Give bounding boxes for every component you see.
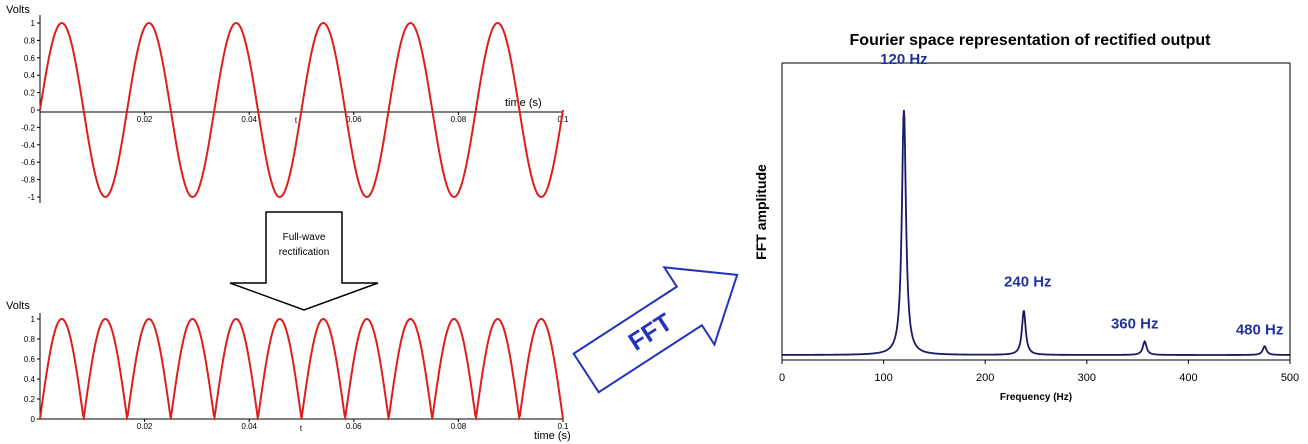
sine-x-tick-label: 0.1: [557, 115, 569, 124]
fft-y-axis-label: FFT amplitude: [753, 164, 769, 260]
fft-x-tick-label: 400: [1179, 372, 1197, 384]
rectified-y-ticks: 1 0.8 0.6 0.4 0.2 0: [24, 315, 40, 424]
fft-x-tick-label: 300: [1078, 372, 1096, 384]
fft-chart-title: Fourier space representation of rectifie…: [850, 32, 1212, 49]
rectified-y-tick-label: 0.8: [24, 335, 36, 344]
sine-x-tick-label: 0.02: [137, 115, 153, 124]
sine-y-tick-label: -0.4: [21, 141, 35, 150]
sine-plot: Volts time (s) 1 0.8 0.6 0.4 0.2 0 -0.2 -0.4 -0.…: [6, 4, 569, 203]
fft-peak-label: 480 Hz: [1236, 321, 1284, 338]
sine-y-tick-label: -0.6: [21, 158, 35, 167]
rectified-stray-t-label: t: [300, 424, 303, 433]
sine-y-tick-label: 0.6: [24, 54, 36, 63]
rectified-x-tick-label: 0.08: [451, 422, 467, 431]
rectified-x-axis-label: time (s): [534, 430, 571, 442]
rectified-y-tick-label: 1: [31, 315, 36, 324]
sine-y-tick-label: 0.4: [24, 71, 36, 80]
sine-y-tick-label: 0.2: [24, 89, 36, 98]
sine-y-ticks: 1 0.8 0.6 0.4 0.2 0 -0.2 -0.4 -0.6 -0.8 -1: [21, 19, 40, 202]
rectified-waveform-line: [39, 317, 564, 422]
rectified-y-tick-label: 0.2: [24, 395, 36, 404]
fft-peak-label: 240 Hz: [1004, 273, 1052, 290]
sine-y-tick-label: -0.2: [21, 123, 35, 132]
sine-x-tick-label: 0.08: [451, 115, 467, 124]
fft-peak-label: 120 Hz: [880, 51, 928, 68]
fft-x-tick-label: 0: [779, 372, 785, 384]
fft-x-tick-label: 100: [874, 372, 892, 384]
fft-x-axis-label: Frequency (Hz): [1000, 392, 1072, 403]
sine-y-tick-label: 1: [31, 19, 36, 28]
rectified-x-ticks: 0.02 0.04 0.06 0.08 0.1: [137, 419, 569, 431]
fft-peak-labels: 120 Hz 240 Hz 360 Hz 480 Hz: [880, 51, 1283, 338]
sine-x-tick-label: 0.06: [346, 115, 362, 124]
fft-x-ticks: 0 100 200 300 400 500: [779, 360, 1299, 384]
rectification-label-line2: rectification: [279, 247, 330, 258]
sine-waveform-line: [39, 21, 564, 199]
rectified-y-axis-label: Volts: [6, 300, 30, 312]
fft-arrow: FFT: [572, 266, 739, 394]
rectified-y-tick-label: 0: [31, 415, 36, 424]
rectified-x-tick-label: 0.06: [346, 422, 362, 431]
sine-x-ticks: 0.02 0.04 0.06 0.08 0.1: [137, 112, 569, 124]
rectified-y-tick-label: 0.6: [24, 355, 36, 364]
sine-y-axis-label: Volts: [6, 4, 30, 16]
rectified-y-tick-label: 0.4: [24, 375, 36, 384]
rectification-arrow: Full-wave rectification: [229, 211, 379, 311]
sine-stray-t-label: t: [295, 116, 298, 125]
fft-x-tick-label: 500: [1281, 372, 1299, 384]
fft-peak-label: 360 Hz: [1111, 315, 1159, 332]
sine-y-tick-label: -0.8: [21, 176, 35, 185]
fft-plot-frame: [781, 62, 1291, 361]
rectified-x-tick-label: 0.04: [241, 422, 257, 431]
sine-x-axis-label: time (s): [505, 97, 542, 109]
rectified-plot: Volts time (s) 10.80.60.40.20 0.02 0.04 0.…: [6, 300, 571, 442]
rectification-label-line1: Full-wave: [283, 232, 326, 243]
rectified-x-tick-label: 0.02: [137, 422, 153, 431]
fft-spectrum-line: [782, 109, 1290, 356]
fft-x-tick-label: 200: [976, 372, 994, 384]
sine-y-tick-label: 0: [31, 106, 36, 115]
sine-x-tick-label: 0.04: [241, 115, 257, 124]
fft-plot: Fourier space representation of rectifie…: [753, 32, 1299, 403]
down-arrow-shape: [229, 211, 379, 311]
sine-y-tick-label: -1: [28, 193, 36, 202]
sine-y-tick-label: 0.8: [24, 36, 36, 45]
fft-arrow-shape: [572, 266, 739, 394]
rectified-x-tick-label: 0.1: [557, 422, 569, 431]
